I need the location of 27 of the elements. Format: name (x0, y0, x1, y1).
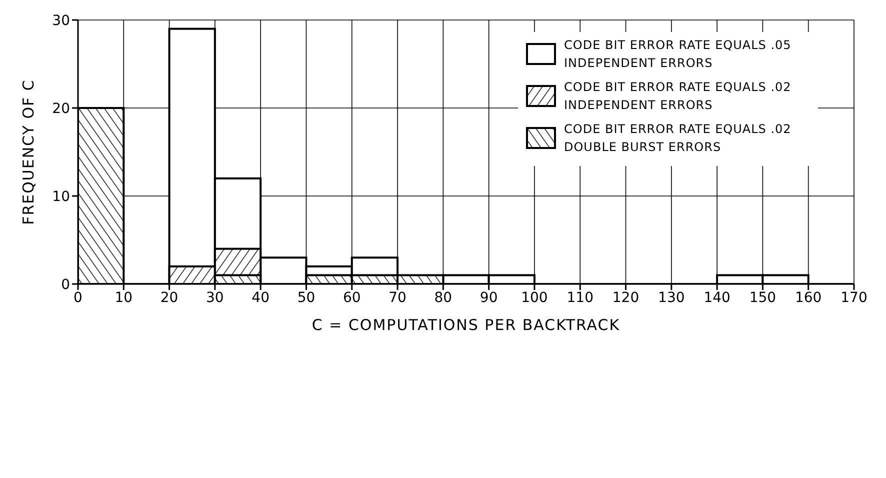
x-axis-title: C = COMPUTATIONS PER BACKTRACK (312, 316, 620, 334)
legend-label: CODE BIT ERROR RATE EQUALS .02 INDEPENDENT ERRORS (564, 79, 792, 114)
y-axis-title: FREQUENCY OF C (19, 79, 38, 225)
y-tick-label: 20 (52, 100, 70, 117)
x-tick-label: 120 (612, 290, 640, 306)
x-tick-label: 0 (74, 290, 82, 306)
x-tick-label: 50 (297, 290, 316, 306)
x-tick-label: 100 (521, 290, 548, 306)
legend-label: CODE BIT ERROR RATE EQUALS .05 INDEPENDENT ERRORS (564, 37, 792, 72)
x-tick-label: 30 (206, 290, 224, 306)
x-tick-label: 170 (840, 290, 868, 306)
x-tick-label: 10 (114, 290, 133, 306)
x-tick-label: 150 (749, 290, 776, 306)
x-tick-label: 160 (794, 290, 822, 306)
y-tick-label: 30 (52, 12, 70, 29)
y-tick-label: 10 (52, 188, 70, 205)
y-tick-label: 0 (61, 276, 70, 293)
x-tick-label: 80 (434, 290, 452, 306)
x-tick-label: 90 (480, 290, 498, 306)
x-tick-label: 20 (160, 290, 178, 306)
legend-label: CODE BIT ERROR RATE EQUALS .02 DOUBLE BURST ERRORS (564, 121, 792, 156)
x-tick-label: 60 (342, 290, 361, 306)
x-tick-label: 130 (658, 290, 685, 306)
x-tick-label: 110 (566, 290, 594, 306)
x-tick-label: 140 (704, 290, 730, 306)
x-tick-label: 40 (252, 290, 270, 306)
x-tick-label: 70 (388, 290, 406, 306)
